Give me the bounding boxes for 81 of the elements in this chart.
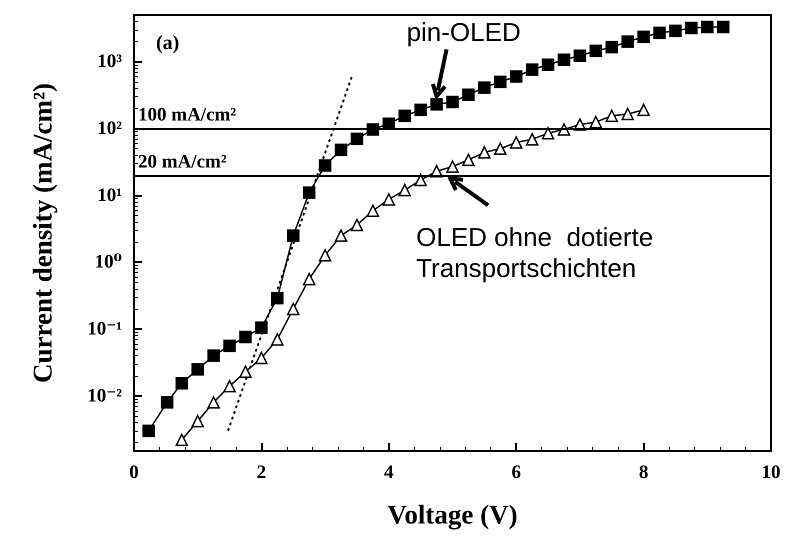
point [223, 340, 236, 352]
point [223, 380, 236, 392]
ref-line-label: 100 mA/cm² [138, 104, 236, 126]
point [287, 302, 300, 316]
point [478, 146, 491, 159]
point [590, 44, 602, 58]
point [366, 204, 380, 217]
y-tick-label: 10⁰ [94, 252, 122, 273]
y-tick-label: 10⁻² [87, 385, 122, 406]
point [318, 249, 332, 262]
point [334, 144, 348, 156]
point [462, 88, 475, 102]
point [590, 116, 602, 128]
point [255, 352, 268, 364]
point [398, 184, 411, 196]
point [716, 20, 730, 34]
x-tick-label: 4 [384, 462, 394, 483]
point [176, 376, 188, 390]
point [558, 54, 570, 66]
point [462, 154, 475, 166]
point [255, 321, 268, 334]
point [510, 70, 522, 83]
point [414, 104, 427, 116]
point [191, 363, 204, 376]
y-tick-label: 10² [97, 118, 122, 140]
point [207, 396, 220, 409]
point [207, 349, 220, 362]
point [271, 292, 284, 304]
point [414, 174, 427, 186]
point [271, 333, 284, 346]
x-tick-label: 2 [256, 462, 266, 483]
point [542, 58, 554, 72]
point [621, 108, 634, 120]
point [430, 98, 443, 111]
point [542, 127, 554, 140]
x-tick-label: 6 [511, 462, 521, 483]
point [478, 81, 491, 94]
annotation: (a) [156, 32, 180, 54]
point [239, 366, 252, 378]
point [701, 20, 714, 34]
y-tick-label: 10³ [97, 51, 122, 72]
point [334, 229, 348, 242]
point [653, 26, 666, 40]
point [191, 414, 204, 428]
point [239, 330, 252, 344]
point [350, 218, 364, 232]
x-tick-label: 0 [129, 462, 139, 483]
point [494, 142, 507, 155]
point [637, 30, 650, 44]
point [446, 160, 459, 173]
point [142, 424, 155, 438]
point [302, 186, 316, 199]
point [510, 136, 522, 149]
point [302, 272, 316, 286]
point [494, 76, 507, 88]
point [669, 24, 682, 38]
annotation: OLED ohne dotierte Transportschichten [416, 222, 654, 283]
y-tick-label: 10¹ [97, 184, 122, 206]
point [526, 133, 538, 146]
point [526, 63, 538, 76]
ref-line-label: 20 mA/cm² [138, 151, 227, 172]
point [606, 110, 618, 122]
point [446, 96, 459, 108]
annotation: pin-OLED [406, 16, 521, 47]
point [160, 396, 174, 409]
point [621, 35, 634, 48]
point [382, 193, 396, 206]
x-tick-label: 10 [762, 462, 780, 483]
point [637, 104, 650, 116]
point [287, 229, 300, 242]
point [606, 40, 618, 54]
point [685, 22, 698, 34]
x-axis-title: Voltage (V) [387, 500, 518, 530]
y-tick-label: 10⁻¹ [87, 318, 122, 340]
point [318, 159, 332, 172]
x-tick-label: 8 [638, 462, 648, 483]
point [398, 110, 411, 122]
point [574, 49, 586, 62]
y-axis-title: Current density (mA/cm²) [28, 82, 58, 384]
point [176, 434, 188, 446]
point [350, 132, 364, 146]
